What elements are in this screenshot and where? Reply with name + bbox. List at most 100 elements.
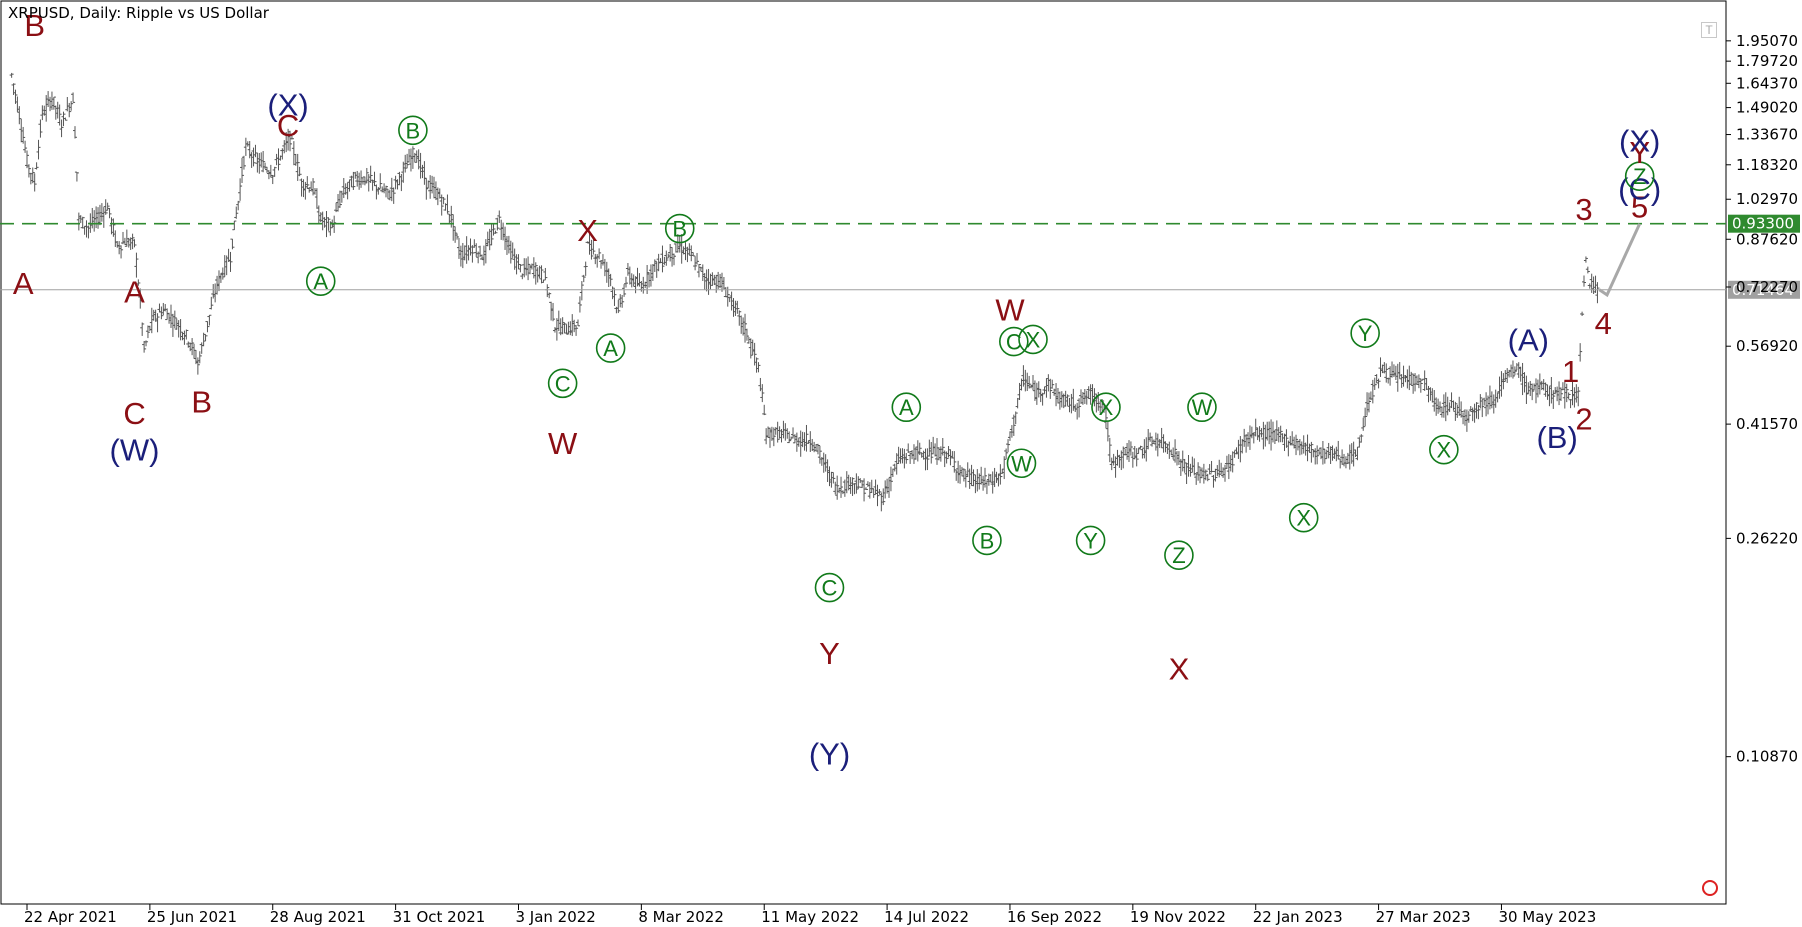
circle-marker-icon[interactable] <box>1702 880 1718 896</box>
price-bar <box>464 236 469 264</box>
price-bar <box>301 179 306 198</box>
price-bar <box>451 214 456 241</box>
price-bar <box>1486 395 1491 415</box>
price-bar <box>1232 450 1237 458</box>
price-bar <box>652 259 657 272</box>
price-bar <box>599 260 604 269</box>
price-bar <box>520 273 525 280</box>
text-tool-icon[interactable]: T <box>1701 22 1717 38</box>
price-bar <box>1050 379 1055 389</box>
price-bar <box>1265 421 1270 441</box>
price-axis[interactable]: 0.93300 0.71464 1.95070 1.79720 1.64370 1.490… <box>1726 32 1800 766</box>
wave-label: Z <box>1624 161 1655 191</box>
price-bar <box>485 231 490 247</box>
price-bar <box>82 225 87 235</box>
price-bar <box>403 154 408 173</box>
price-bar <box>1025 372 1030 392</box>
wave-text: W <box>1011 451 1032 476</box>
price-bar <box>232 220 237 231</box>
price-bar <box>1509 364 1514 378</box>
price-bar <box>366 174 371 192</box>
price-bar <box>1259 428 1264 438</box>
price-bar <box>1303 442 1308 456</box>
price-bar <box>1439 406 1444 418</box>
price-bar <box>257 152 262 174</box>
price-bar <box>865 481 870 487</box>
wave-circle <box>1075 525 1106 556</box>
price-bar <box>975 469 980 492</box>
price-bar <box>501 222 506 241</box>
price-bar <box>994 471 999 483</box>
price-bar <box>927 439 932 457</box>
y-tick-label: 1.95070 <box>1736 32 1798 50</box>
price-bar <box>823 454 828 472</box>
price-bar <box>777 426 782 439</box>
wave-label: Z <box>1164 540 1194 570</box>
price-bar <box>808 431 813 452</box>
wave-label: X <box>577 213 598 248</box>
price-bar <box>1071 388 1076 411</box>
time-axis[interactable]: 22 Apr 2021 25 Jun 2021 28 Aug 2021 31 Oct … <box>24 904 1596 926</box>
price-bar <box>339 190 344 203</box>
price-bar <box>510 242 515 258</box>
wave-text: A <box>603 336 618 361</box>
price-bar <box>1480 399 1485 418</box>
price-bar <box>1334 446 1339 462</box>
price-bar <box>1146 428 1151 450</box>
price-bar <box>721 276 726 290</box>
price-bar <box>359 170 364 188</box>
price-bar <box>99 203 104 222</box>
price-bar <box>1247 425 1252 450</box>
price-bar <box>547 292 552 299</box>
price-bar <box>1462 409 1467 426</box>
price-bar <box>1136 448 1141 455</box>
wave-circle <box>1429 434 1459 465</box>
y-tick-label: 0.72270 <box>1736 278 1798 296</box>
price-bar <box>1583 256 1588 263</box>
wave-text: A <box>313 269 328 294</box>
wave-circle <box>595 333 626 363</box>
price-bar <box>654 261 659 278</box>
price-bar <box>614 306 619 314</box>
price-bar <box>138 288 143 309</box>
price-bar <box>965 462 970 478</box>
price-bar <box>560 317 565 335</box>
wave-label: W <box>1187 392 1217 423</box>
price-bar <box>48 96 53 112</box>
price-bar <box>574 325 579 336</box>
wave-label: (X) <box>1619 123 1660 158</box>
price-bar <box>771 427 776 447</box>
price-bar <box>1338 458 1343 469</box>
price-bar <box>537 265 542 279</box>
price-bar <box>625 262 630 276</box>
price-bar <box>53 105 58 120</box>
price-bar <box>80 216 85 229</box>
y-tick-label: 0.26220 <box>1736 529 1798 547</box>
price-bar <box>1295 440 1300 451</box>
target-level-label: 0.93300 <box>1732 215 1794 233</box>
price-bar <box>885 478 890 494</box>
price-bar <box>1148 432 1153 442</box>
price-bar <box>1013 411 1018 425</box>
x-tick-label: 11 May 2022 <box>761 908 859 926</box>
wave-label: C <box>277 108 299 143</box>
price-bar <box>228 251 233 272</box>
price-bar <box>499 219 504 240</box>
price-bar <box>1555 386 1560 402</box>
price-bar <box>334 202 339 213</box>
wave-circle <box>1350 318 1380 348</box>
price-bar <box>660 245 665 273</box>
wave-circle <box>999 326 1029 357</box>
price-bar <box>1217 459 1222 478</box>
price-bar <box>1163 441 1168 453</box>
price-bar <box>1593 275 1598 293</box>
price-bar <box>478 245 483 258</box>
wave-text: (B) <box>1536 420 1577 455</box>
price-bar <box>1353 449 1358 458</box>
price-bar <box>234 206 239 219</box>
price-bar <box>1027 375 1032 389</box>
price-bar <box>695 252 700 265</box>
price-bar <box>503 226 508 250</box>
projection-path <box>1598 223 1642 298</box>
